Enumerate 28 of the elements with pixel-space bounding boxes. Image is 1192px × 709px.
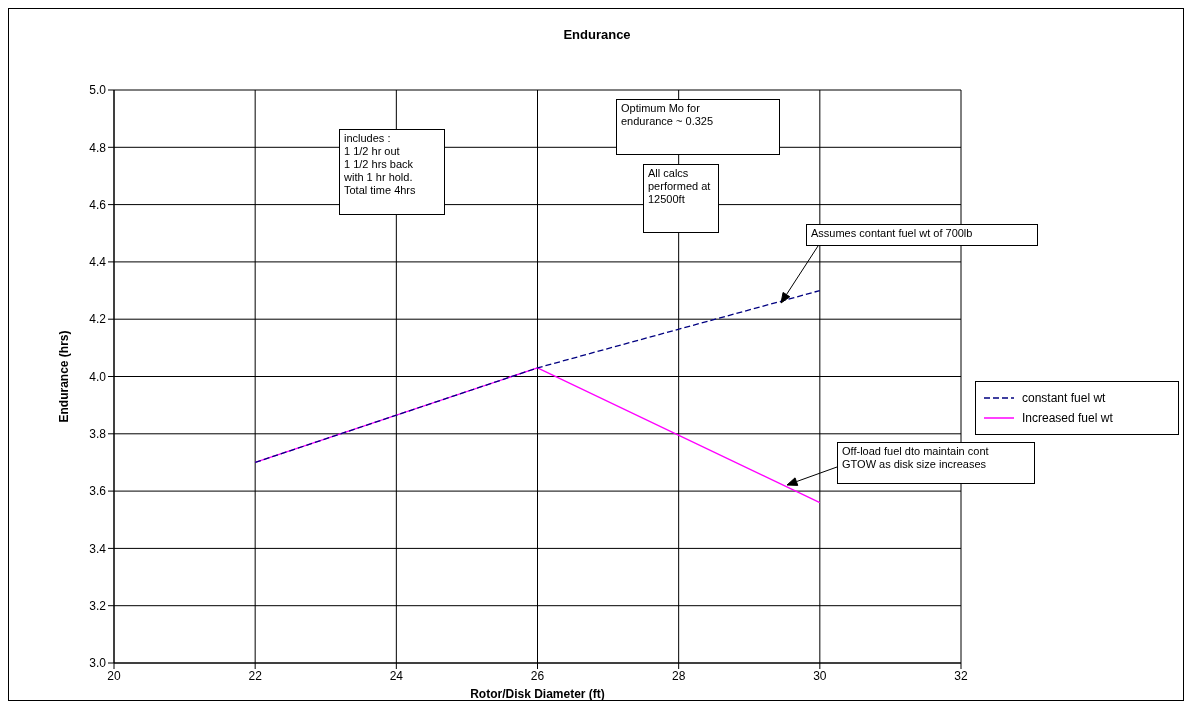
y-tick-label: 4.0: [89, 369, 107, 384]
y-tick-label: 4.4: [89, 255, 107, 270]
x-tick-label: 20: [107, 668, 121, 683]
x-tick-label: 22: [248, 668, 263, 683]
annotation: Off-load fuel dto maintain cont GTOW as disk size increases: [842, 445, 990, 471]
annotation: All calcs performed at 12500ft: [648, 167, 712, 206]
x-tick-label: 26: [530, 668, 545, 683]
y-tick-label: 3.8: [89, 427, 107, 442]
y-tick-label: 3.6: [89, 484, 107, 499]
y-tick-label: 4.8: [89, 140, 107, 155]
y-tick-label: 5.0: [89, 83, 107, 98]
x-tick-label: 24: [389, 668, 404, 683]
y-tick-label: 4.2: [89, 312, 107, 327]
chart-title: Endurance: [562, 27, 632, 42]
x-tick-label: 30: [813, 668, 827, 683]
legend-label: constant fuel wt: [1022, 390, 1106, 405]
x-tick-label: 28: [671, 668, 686, 683]
y-tick-label: 3.2: [89, 598, 107, 613]
x-axis-title: Rotor/Disk Diameter (ft): [470, 687, 605, 701]
x-tick-label: 32: [954, 668, 968, 683]
annotation: Optimum Mo for endurance ~ 0.325: [621, 102, 715, 128]
y-axis-title: Endurance (hrs): [57, 330, 72, 423]
y-tick-label: 3.4: [89, 541, 107, 556]
annotation: includes : 1 1/2 hr out 1 1/2 hrs back with 1 hr hold. Total time 4hrs: [344, 132, 417, 197]
annotation: Assumes contant fuel wt of 700lb: [811, 227, 974, 240]
y-tick-label: 4.6: [89, 197, 107, 212]
y-tick-label: 3.0: [89, 656, 107, 671]
legend-label: Increased fuel wt: [1022, 410, 1113, 425]
